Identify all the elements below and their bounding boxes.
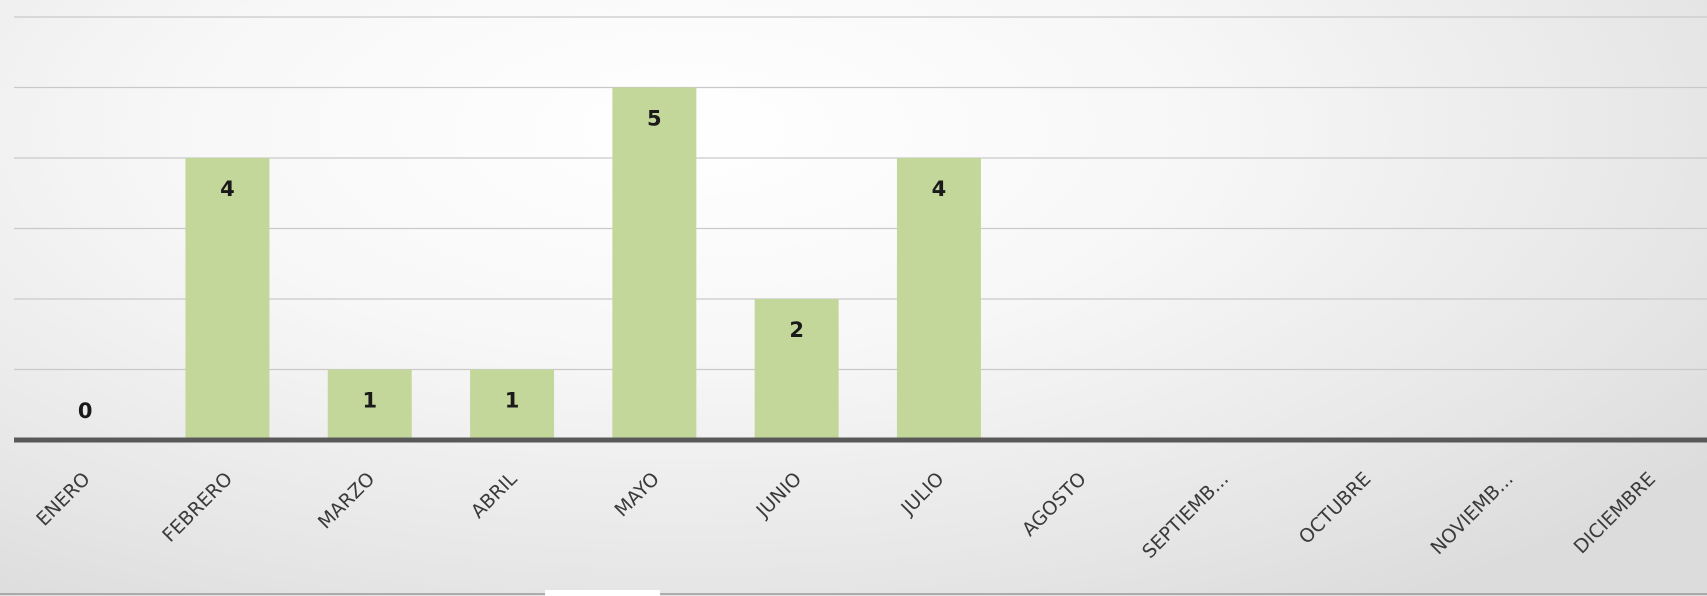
x-tick-label: SEPTIEMB... [1138, 468, 1233, 563]
data-label: 4 [220, 177, 235, 201]
data-labels: 0 4 1 1 5 2 4 [78, 107, 946, 424]
data-label: 2 [789, 318, 804, 342]
bar [470, 369, 555, 440]
bars [185, 87, 981, 440]
x-tick-label: OCTUBRE [1295, 468, 1376, 549]
data-label: 1 [505, 389, 520, 413]
bar [754, 299, 839, 440]
data-label: 5 [647, 107, 662, 131]
data-label: 1 [362, 389, 377, 413]
bottom-tab [545, 590, 660, 596]
x-tick-label: NOVIEMB... [1426, 468, 1517, 559]
x-tick-labels: ENERO FEBRERO MARZO ABRIL MAYO JUNIO JULIO AGOS… [32, 468, 1660, 563]
x-tick-label: MAYO [611, 468, 664, 521]
bar [185, 158, 270, 440]
bar [896, 158, 981, 440]
bar [612, 87, 697, 440]
x-tick-label: FEBRERO [158, 468, 237, 547]
x-tick-label: JUNIO [752, 468, 807, 523]
x-tick-label: DICIEMBRE [1570, 468, 1660, 558]
x-tick-label: ABRIL [467, 468, 522, 523]
bar [327, 369, 412, 440]
data-label: 4 [932, 177, 947, 201]
data-label: 0 [78, 399, 93, 423]
x-tick-label: ENERO [32, 468, 95, 531]
x-tick-label: JULIO [896, 468, 948, 520]
x-tick-label: MARZO [314, 468, 379, 533]
x-tick-label: AGOSTO [1018, 468, 1091, 541]
gridlines [14, 16, 1707, 371]
